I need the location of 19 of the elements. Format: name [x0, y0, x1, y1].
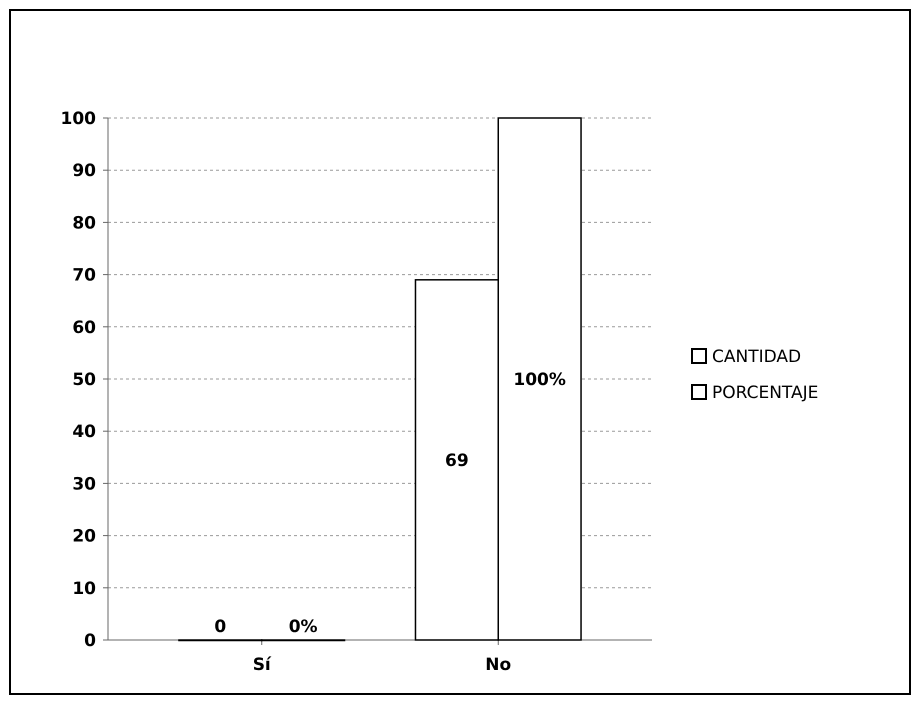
y-tick-label: 0	[84, 631, 96, 651]
data-label: 100%	[513, 370, 566, 390]
data-label: 69	[445, 450, 469, 471]
y-tick-label: 80	[72, 213, 96, 234]
y-tick-label: 40	[72, 422, 96, 442]
y-tick-label: 60	[72, 318, 96, 338]
data-label: 0	[214, 617, 226, 637]
legend-label: CANTIDAD	[712, 347, 802, 367]
x-tick-label: No	[485, 655, 512, 675]
y-tick-label: 10	[72, 578, 96, 599]
y-tick-label: 20	[72, 526, 96, 547]
legend-label: PORCENTAJE	[712, 383, 818, 403]
y-tick-label: 30	[72, 474, 96, 494]
data-label: 0%	[288, 617, 318, 637]
y-tick-label: 100	[60, 109, 96, 129]
x-tick-label: Sí	[252, 655, 272, 675]
y-tick-label: 90	[72, 161, 96, 182]
y-tick-label: 50	[72, 370, 96, 390]
y-tick-label: 70	[72, 266, 96, 286]
